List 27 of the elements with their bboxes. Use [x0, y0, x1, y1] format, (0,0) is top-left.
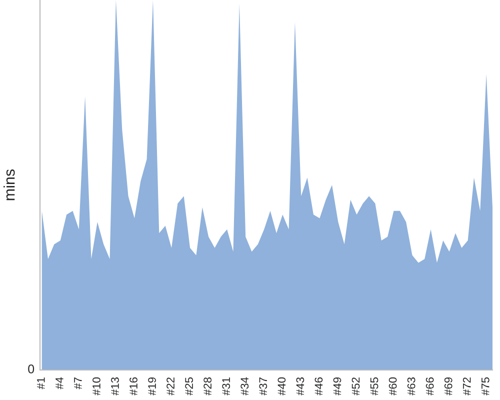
x-tick-label: #34 [240, 377, 249, 396]
x-tick-label: #19 [148, 377, 156, 396]
x-tick-label: #28 [204, 377, 212, 396]
x-tick-label: #72 [462, 378, 471, 396]
x-tick-label: #31 [222, 377, 230, 396]
x-tick-label: #43 [296, 377, 304, 396]
x-tick-label: #4 [56, 377, 64, 390]
x-tick-label: #16 [130, 377, 138, 396]
x-tick-label: #1 [37, 377, 45, 390]
x-tick-label: #49 [333, 377, 342, 396]
x-tick-label: #60 [388, 377, 397, 396]
x-tick-label: #37 [259, 378, 268, 396]
x-tick-label: #40 [278, 377, 286, 396]
x-tick-label: #46 [314, 377, 323, 396]
x-tick-label: #7 [74, 378, 82, 390]
x-tick-label: #69 [444, 377, 452, 396]
x-tick-label: #25 [185, 377, 193, 396]
x-tick-label: #66 [426, 377, 434, 396]
x-tick-label: #63 [407, 377, 416, 396]
x-tick-label: #52 [352, 378, 360, 396]
x-tick-label: #10 [92, 377, 100, 396]
x-tick-label: #75 [482, 377, 490, 396]
text: 0 [28, 364, 34, 374]
x-tick-label: #22 [166, 378, 174, 396]
x-tick-label: #13 [111, 377, 119, 396]
x-tick-label: #55 [370, 377, 378, 396]
y-axis-title: mins [4, 169, 15, 200]
